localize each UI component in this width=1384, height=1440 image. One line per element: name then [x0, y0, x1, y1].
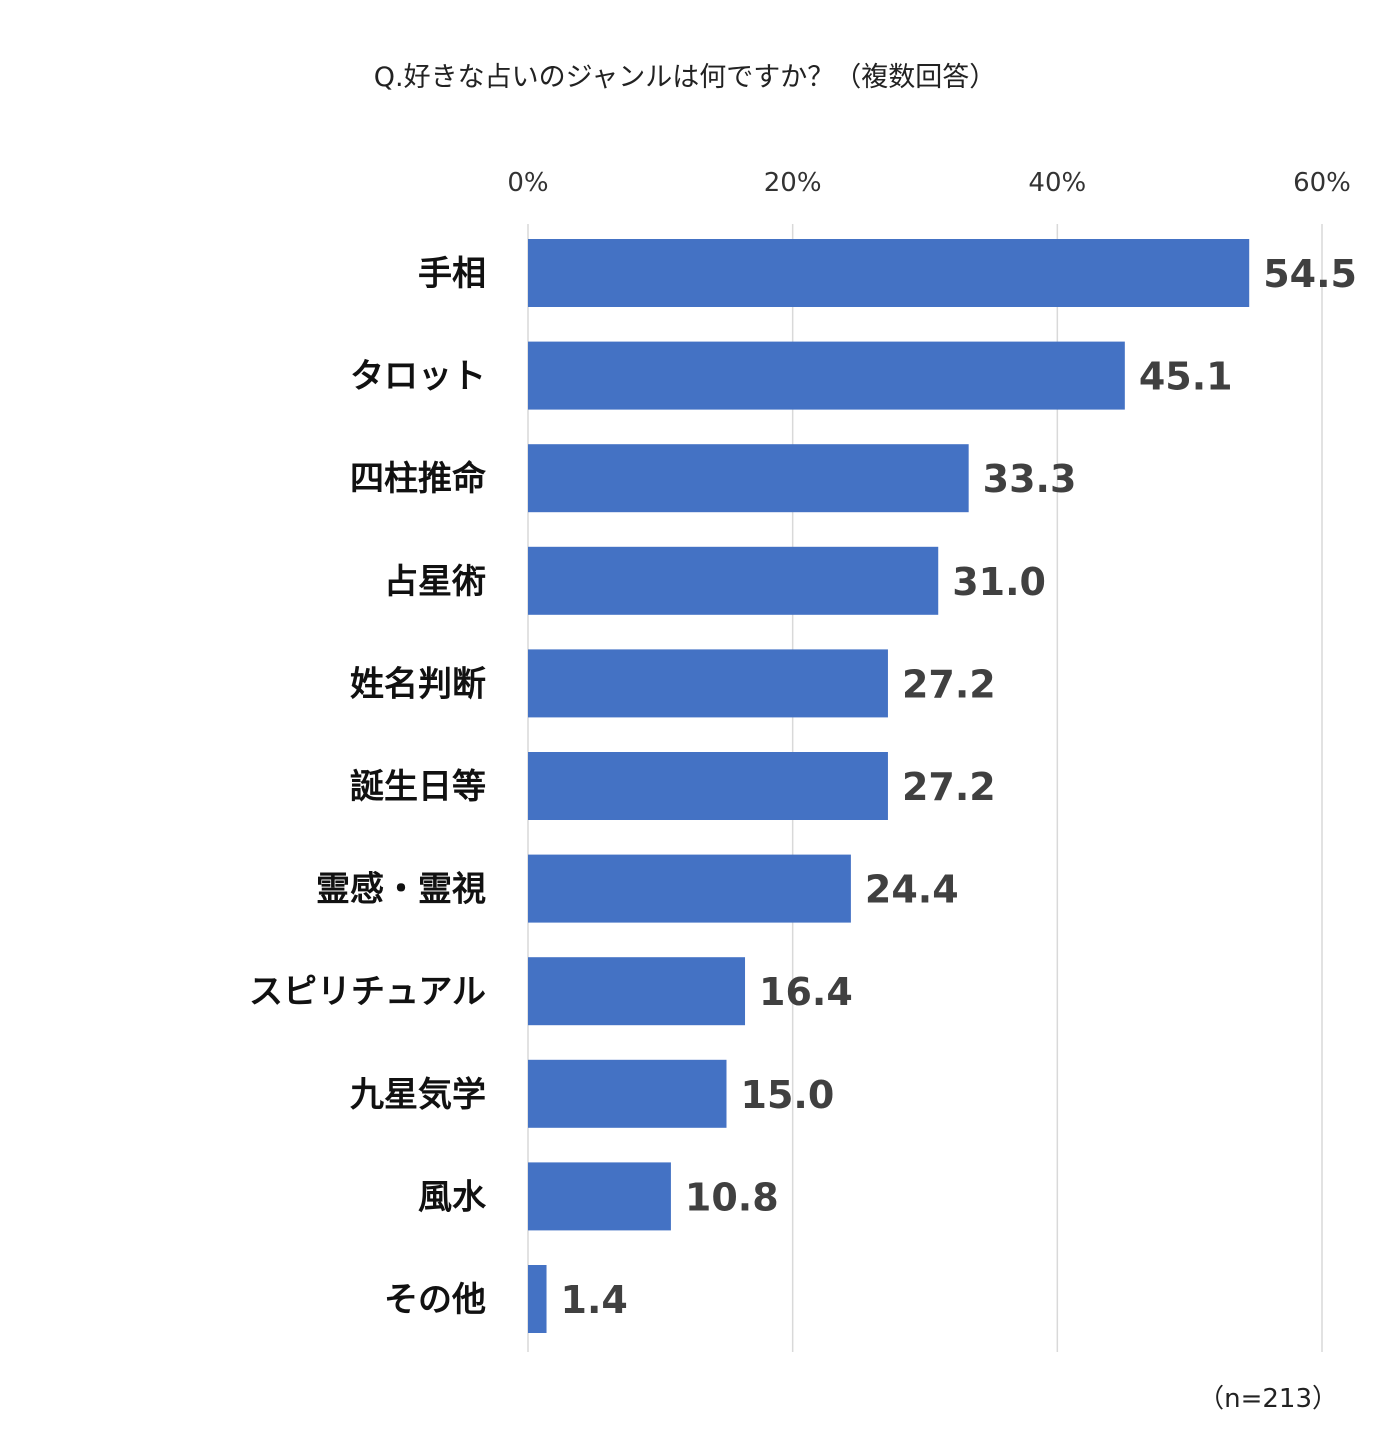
bar: [528, 752, 888, 820]
data-label: 1.4: [561, 1278, 628, 1322]
category-label: 風水: [418, 1177, 487, 1217]
category-label: 四柱推命: [350, 459, 486, 499]
bar: [528, 957, 746, 1026]
category-label: 姓名判断: [350, 664, 486, 704]
data-label: 45.1: [1139, 355, 1233, 399]
category-label: その他: [384, 1280, 486, 1320]
bar: [528, 1162, 671, 1231]
sample-size-note: （n=213）: [1198, 1384, 1338, 1414]
bar: [528, 239, 1250, 307]
bar: [528, 1265, 547, 1333]
chart-title: Q.好きな占いのジャンルは何ですか？（複数回答）: [374, 62, 996, 93]
bar: [528, 854, 851, 923]
data-label: 54.5: [1263, 252, 1357, 296]
category-label: スピリチュアル: [249, 972, 486, 1012]
category-label: 誕生日等: [350, 767, 486, 807]
data-label: 27.2: [902, 765, 996, 809]
x-tick-label: 20%: [764, 168, 822, 198]
data-label: 10.8: [685, 1175, 779, 1219]
data-label: 31.0: [952, 560, 1046, 604]
bar: [528, 1059, 727, 1128]
data-label: 15.0: [741, 1073, 835, 1117]
value-labels: 54.5 45.1 33.3 31.0 27.2 27.2 24.4 16.4 15.0 10.8…: [561, 252, 1357, 1322]
x-tick-labels: 0% 20% 40% 60%: [507, 168, 1351, 198]
x-tick-label: 60%: [1293, 168, 1351, 198]
category-label: 占星術: [384, 562, 486, 602]
data-label: 27.2: [902, 662, 996, 706]
data-label: 24.4: [865, 868, 959, 912]
category-label: タロット: [350, 357, 486, 397]
category-label: 霊感・霊視: [316, 870, 486, 910]
category-label: 手相: [418, 254, 486, 294]
data-label: 33.3: [983, 457, 1077, 501]
category-label: 九星気学: [350, 1075, 486, 1115]
x-tick-label: 0%: [507, 168, 548, 198]
bar: [528, 546, 939, 615]
category-labels: 手相タロット四柱推命占星術姓名判断誕生日等霊感・霊視スピリチュアル九星気学風水そ…: [249, 254, 487, 1320]
x-tick-label: 40%: [1028, 168, 1086, 198]
bar: [528, 444, 969, 513]
bar: [528, 649, 888, 718]
bar: [528, 341, 1125, 410]
data-label: 16.4: [759, 970, 853, 1014]
bars: [528, 239, 1250, 1333]
